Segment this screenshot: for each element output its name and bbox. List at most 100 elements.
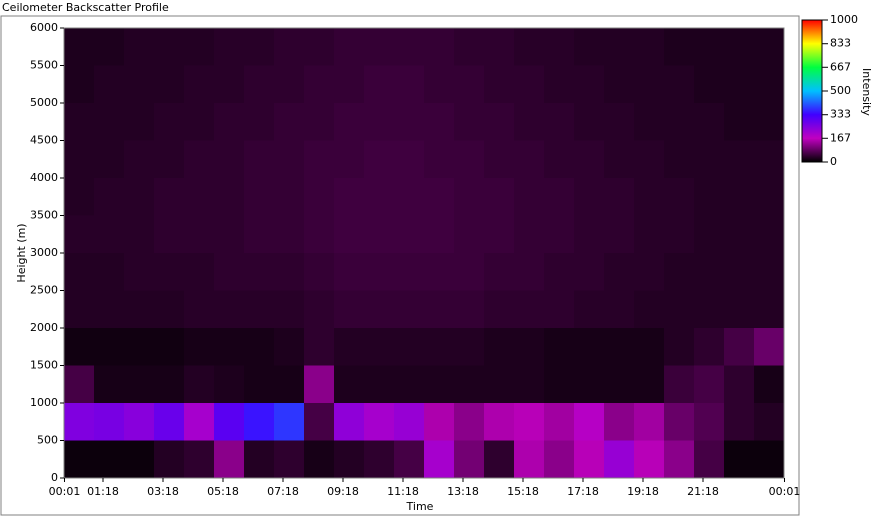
heat-cell — [514, 28, 544, 66]
heat-cell — [244, 140, 274, 178]
heat-cell — [694, 215, 724, 253]
heat-cell — [724, 65, 754, 103]
heat-cell — [334, 65, 364, 103]
x-tick-label: 11:18 — [387, 485, 419, 498]
heat-cell — [334, 440, 364, 478]
heat-cell — [544, 28, 574, 66]
heat-cell — [754, 140, 784, 178]
heat-cell — [454, 365, 484, 403]
heat-cell — [724, 440, 754, 478]
heat-cell — [214, 215, 244, 253]
heat-cell — [214, 65, 244, 103]
heat-cell — [514, 178, 544, 216]
heat-cell — [184, 178, 214, 216]
heat-cell — [64, 290, 94, 328]
heat-cell — [604, 103, 634, 141]
heat-cell — [154, 28, 184, 66]
heat-cell — [124, 65, 154, 103]
heat-cell — [94, 140, 124, 178]
heat-cell — [214, 103, 244, 141]
heat-cell — [304, 365, 334, 403]
heat-cell — [394, 65, 424, 103]
heat-cell — [94, 103, 124, 141]
heat-cell — [574, 440, 604, 478]
y-tick-label: 3500 — [30, 209, 58, 222]
heat-cell — [394, 440, 424, 478]
heat-cell — [574, 253, 604, 291]
heat-cell — [544, 290, 574, 328]
heat-cell — [634, 65, 664, 103]
heat-cell — [364, 253, 394, 291]
heat-cell — [634, 215, 664, 253]
heat-cell — [724, 328, 754, 366]
heat-cell — [394, 403, 424, 441]
heat-cell — [754, 440, 784, 478]
heat-cell — [334, 178, 364, 216]
heat-cell — [184, 365, 214, 403]
heat-cell — [484, 178, 514, 216]
x-tick-label: 00:01 — [769, 485, 801, 498]
heat-cell — [274, 440, 304, 478]
heat-cell — [184, 215, 214, 253]
heat-cell — [394, 328, 424, 366]
heat-cell — [634, 403, 664, 441]
heat-cell — [604, 178, 634, 216]
heat-cell — [394, 178, 424, 216]
heat-cell — [154, 215, 184, 253]
colorbar-tick-label: 0 — [830, 155, 837, 168]
heat-cell — [544, 440, 574, 478]
heat-cell — [334, 403, 364, 441]
heat-cell — [604, 65, 634, 103]
heat-cell — [484, 403, 514, 441]
heat-cell — [424, 440, 454, 478]
y-tick-label: 6000 — [30, 21, 58, 34]
heat-cell — [484, 65, 514, 103]
x-tick-label: 01:18 — [87, 485, 119, 498]
heat-cell — [604, 440, 634, 478]
heat-cell — [724, 140, 754, 178]
heat-cell — [154, 178, 184, 216]
heat-cell — [154, 403, 184, 441]
heat-cell — [154, 65, 184, 103]
heat-cell — [214, 140, 244, 178]
heat-cell — [184, 440, 214, 478]
heat-cell — [514, 403, 544, 441]
heat-cell — [274, 253, 304, 291]
heat-cell — [124, 290, 154, 328]
heat-cell — [304, 178, 334, 216]
y-tick-label: 4500 — [30, 134, 58, 147]
heat-cell — [574, 28, 604, 66]
heat-cell — [184, 103, 214, 141]
heat-cell — [334, 253, 364, 291]
heat-cell — [424, 140, 454, 178]
heat-cell — [154, 440, 184, 478]
heat-cell — [724, 178, 754, 216]
heat-cell — [454, 103, 484, 141]
heat-cell — [244, 328, 274, 366]
heat-cell — [754, 178, 784, 216]
heat-cell — [304, 403, 334, 441]
heat-cell — [274, 328, 304, 366]
heat-cell — [124, 440, 154, 478]
heat-cell — [634, 103, 664, 141]
heat-cell — [544, 403, 574, 441]
heat-cell — [484, 253, 514, 291]
heat-cell — [664, 365, 694, 403]
heat-cell — [304, 290, 334, 328]
heat-cell — [604, 328, 634, 366]
heat-cell — [154, 328, 184, 366]
heat-cell — [424, 28, 454, 66]
heat-cell — [304, 65, 334, 103]
heat-cell — [334, 215, 364, 253]
heat-cell — [94, 365, 124, 403]
heat-cell — [454, 403, 484, 441]
colorbar-tick-label: 333 — [830, 108, 851, 121]
heat-cell — [214, 178, 244, 216]
x-tick-label: 17:18 — [567, 485, 599, 498]
heat-cell — [484, 103, 514, 141]
heat-cell — [304, 28, 334, 66]
heat-cell — [244, 103, 274, 141]
heat-cell — [364, 290, 394, 328]
heat-cell — [124, 403, 154, 441]
